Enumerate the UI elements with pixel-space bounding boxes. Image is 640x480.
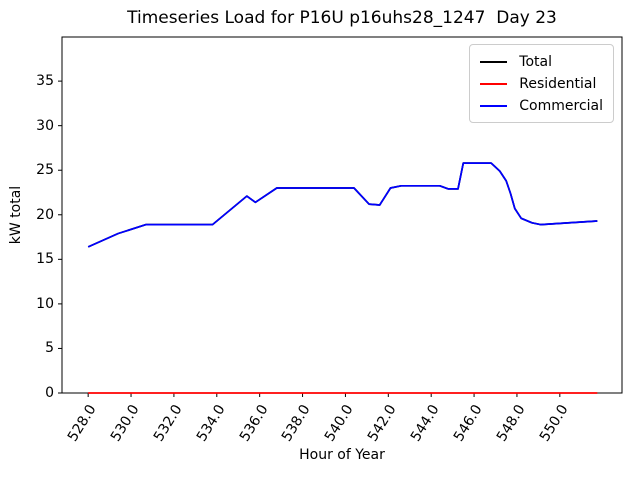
y-tick-label: 15 [36, 251, 54, 268]
legend-label: Residential [519, 75, 597, 92]
legend-line-swatch [480, 104, 508, 107]
y-tick-label: 0 [45, 385, 54, 401]
x-axis-label: Hour of Year [299, 447, 385, 463]
series-line-commercial [87, 162, 598, 248]
legend: Total Residential Commercial [469, 44, 614, 123]
legend-item-commercial: Commercial [480, 97, 603, 114]
legend-line-swatch [480, 82, 508, 85]
y-tick-label: 25 [36, 162, 54, 179]
series-line-total [87, 162, 598, 248]
y-tick-label: 10 [36, 295, 54, 312]
y-tick-label: 5 [45, 340, 54, 357]
y-tick-label: 35 [36, 73, 54, 90]
legend-label: Total [519, 53, 552, 70]
legend-line-swatch [480, 60, 508, 63]
y-axis-label: kW total [8, 185, 24, 245]
legend-item-residential: Residential [480, 75, 603, 92]
y-tick-label: 20 [36, 206, 54, 223]
chart-title: Timeseries Load for P16U p16uhs28_1247 D… [127, 8, 557, 28]
y-tick-label: 30 [36, 117, 54, 134]
legend-item-total: Total [480, 53, 603, 70]
legend-label: Commercial [519, 97, 603, 114]
